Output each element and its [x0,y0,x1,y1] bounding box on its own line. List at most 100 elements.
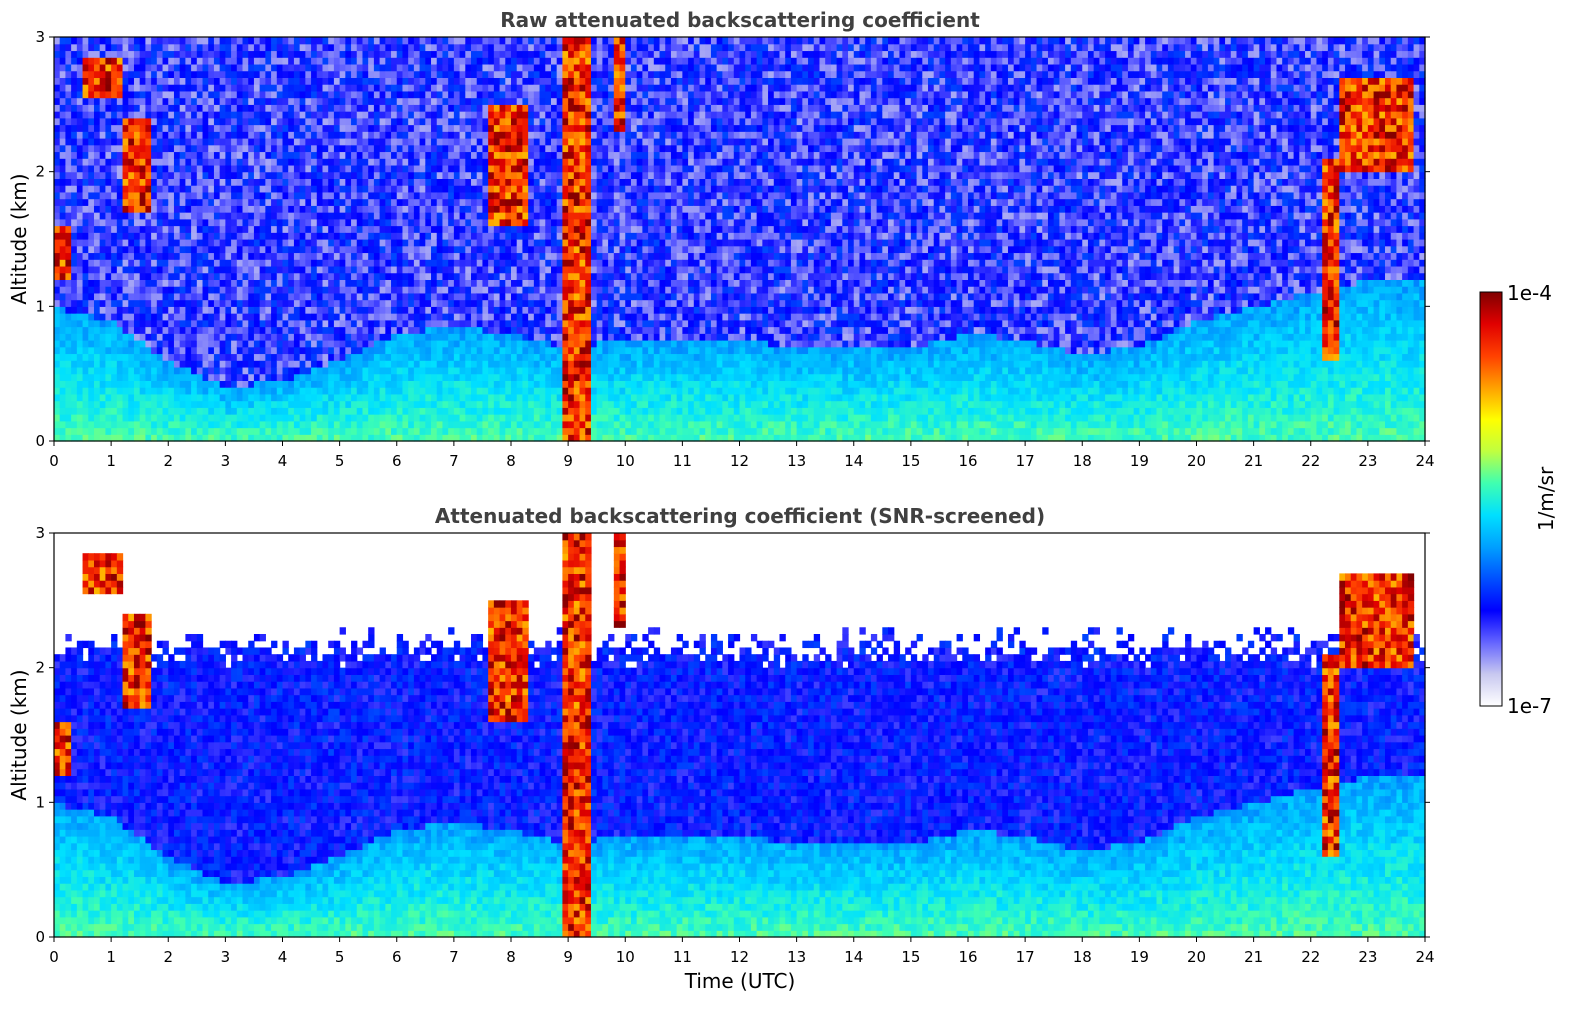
heatmap-cell [494,104,500,111]
heatmap-cell [163,71,169,78]
heatmap-cell [420,219,426,226]
heatmap-cell [437,77,443,84]
heatmap-cell [328,374,334,381]
heatmap-cell [288,266,294,273]
heatmap-cell [65,226,71,233]
heatmap-cell [77,118,83,125]
heatmap-cell [88,340,94,347]
heatmap-cell [277,367,283,374]
heatmap-cell [151,239,157,246]
heatmap-cell [362,367,368,374]
heatmap-cell [151,286,157,293]
heatmap-cell [328,360,334,367]
heatmap-cell [357,172,363,179]
heatmap-cell [431,138,437,145]
heatmap-cell [151,273,157,280]
heatmap-cell [391,165,397,172]
heatmap-cell [277,273,283,280]
heatmap-cell [322,367,328,374]
heatmap-cell [71,145,77,152]
heatmap-cell [300,84,306,91]
heatmap-cell [180,44,186,51]
heatmap-cell [414,57,420,64]
heatmap-cell [357,306,363,313]
heatmap-cell [494,313,500,320]
heatmap-cell [254,111,260,118]
heatmap-cell [83,138,89,145]
heatmap-cell [408,360,414,367]
heatmap-cell [334,428,340,435]
heatmap-cell [408,131,414,138]
heatmap-cell [345,98,351,105]
heatmap-cell [465,57,471,64]
heatmap-cell [283,394,289,401]
heatmap-cell [163,145,169,152]
heatmap-cell [517,219,523,226]
heatmap-cell [408,353,414,360]
heatmap-cell [391,91,397,98]
heatmap-cell [214,374,220,381]
heatmap-cell [425,50,431,57]
heatmap-cell [317,360,323,367]
heatmap-cell [260,367,266,374]
heatmap-cell [231,306,237,313]
heatmap-cell [334,306,340,313]
heatmap-cell [391,327,397,334]
heatmap-cell [237,279,243,286]
heatmap-cell [305,57,311,64]
heatmap-cell [334,414,340,421]
heatmap-cell [488,333,494,340]
heatmap-cell [214,340,220,347]
heatmap-cell [511,259,517,266]
heatmap-cell [94,125,100,132]
heatmap-cell [277,279,283,286]
heatmap-cell [317,125,323,132]
heatmap-cell [220,118,226,125]
heatmap-cell [482,401,488,408]
heatmap-cell [157,374,163,381]
heatmap-cell [482,192,488,199]
heatmap-cell [77,145,83,152]
heatmap-cell [517,428,523,435]
heatmap-cell [134,199,140,206]
heatmap-cell [77,360,83,367]
heatmap-cell [380,340,386,347]
heatmap-cell [140,407,146,414]
heatmap-cell [294,84,300,91]
heatmap-cell [522,428,528,435]
heatmap-cell [511,374,517,381]
heatmap-cell [334,353,340,360]
heatmap-cell [94,44,100,51]
heatmap-cell [528,401,534,408]
heatmap-cell [402,353,408,360]
heatmap-cell [231,50,237,57]
heatmap-cell [243,219,249,226]
heatmap-cell [214,367,220,374]
heatmap-cell [465,71,471,78]
heatmap-cell [431,367,437,374]
heatmap-cell [420,239,426,246]
heatmap-cell [431,428,437,435]
heatmap-cell [391,199,397,206]
heatmap-cell [368,77,374,84]
heatmap-cell [225,232,231,239]
heatmap-cell [174,374,180,381]
heatmap-cell [482,77,488,84]
heatmap-cell [374,340,380,347]
heatmap-cell [174,428,180,435]
heatmap-cell [505,118,511,125]
heatmap-cell [277,185,283,192]
heatmap-cell [345,185,351,192]
heatmap-cell [488,428,494,435]
heatmap-cell [408,165,414,172]
heatmap-cell [283,37,289,44]
heatmap-cell [60,71,66,78]
heatmap-cell [123,367,129,374]
heatmap-cell [505,151,511,158]
heatmap-cell [368,252,374,259]
heatmap-cell [231,192,237,199]
heatmap-cell [465,232,471,239]
heatmap-cell [83,252,89,259]
heatmap-cell [362,185,368,192]
heatmap-cell [168,340,174,347]
